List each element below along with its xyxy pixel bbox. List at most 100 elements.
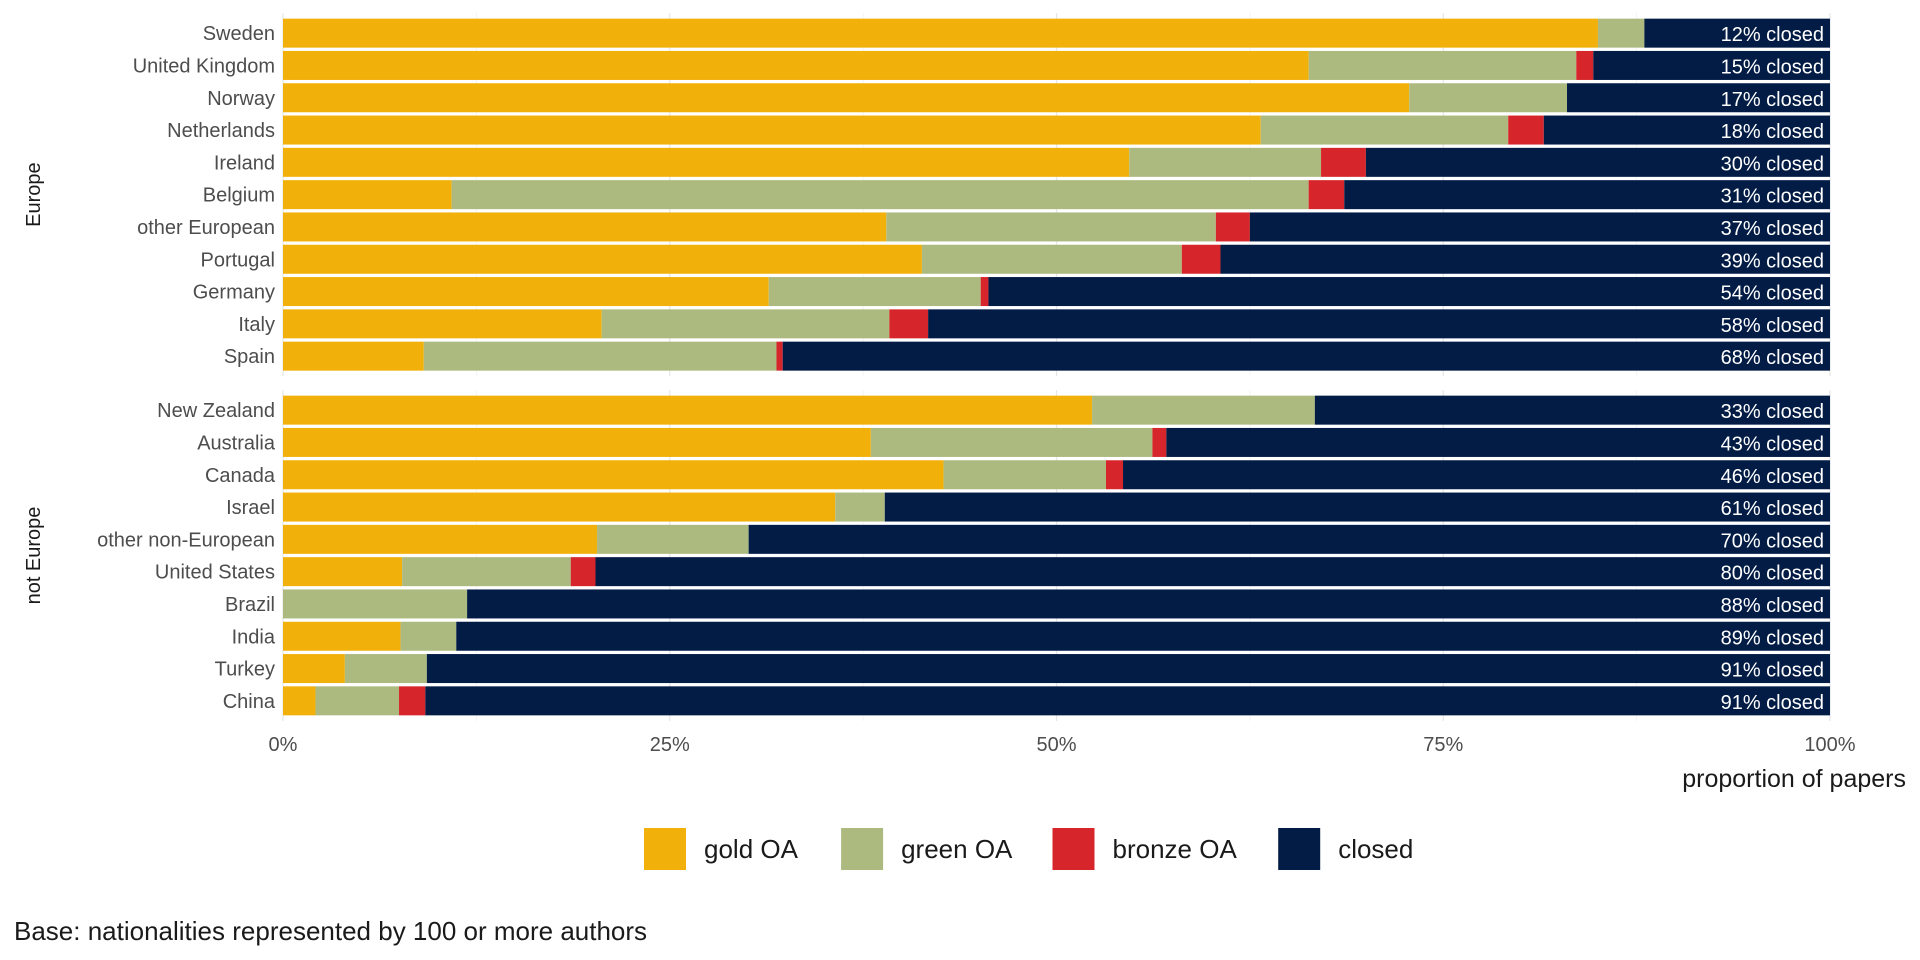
country-label: Norway [207, 88, 275, 110]
closed-data-label: 18% closed [1721, 121, 1824, 143]
bar-segment [776, 341, 783, 371]
bar-segment [283, 309, 602, 339]
bar-segment [1215, 212, 1250, 242]
bar-segment [1308, 50, 1577, 80]
bar-segment [1365, 147, 1830, 177]
country-label: Israel [226, 497, 275, 519]
bar-segment [1593, 50, 1830, 80]
x-tick-label: 75% [1423, 734, 1463, 756]
bar-segment [1576, 50, 1594, 80]
country-label: Canada [205, 465, 276, 487]
bar-segment [283, 621, 401, 651]
bar-segment [426, 654, 1831, 684]
bar-segment [928, 309, 1830, 339]
country-label: Australia [197, 432, 276, 454]
bar-segment [1409, 83, 1568, 113]
x-tick-label: 25% [650, 734, 690, 756]
bar-segment [1106, 460, 1124, 490]
country-label: Belgium [203, 185, 275, 207]
bar-segment [1129, 147, 1322, 177]
bar-segment [283, 460, 944, 490]
bar-segment [1567, 83, 1830, 113]
bar-segment [1220, 244, 1830, 274]
country-label: United States [155, 562, 275, 584]
country-label: India [232, 626, 276, 648]
bar-segment [283, 147, 1130, 177]
country-label: Sweden [203, 23, 275, 45]
country-label: Spain [224, 346, 275, 368]
bar-segment [782, 341, 1830, 371]
x-axis-title: proportion of papers [1682, 765, 1906, 793]
bar-segment [400, 621, 457, 651]
bar-segment [980, 277, 989, 307]
closed-data-label: 12% closed [1721, 24, 1824, 46]
bar-segment [283, 212, 887, 242]
closed-data-label: 88% closed [1721, 595, 1824, 617]
country-label: Turkey [215, 659, 275, 681]
closed-data-label: 68% closed [1721, 347, 1824, 369]
bar-segment [283, 115, 1261, 145]
country-label: Ireland [214, 152, 275, 174]
closed-data-label: 37% closed [1721, 218, 1824, 240]
legend-swatch [1052, 828, 1095, 870]
bar-segment [1321, 147, 1366, 177]
bar-segment [1152, 427, 1167, 457]
closed-data-label: 31% closed [1721, 186, 1824, 208]
x-tick-label: 100% [1804, 734, 1855, 756]
bar-segment [283, 341, 424, 371]
bar-segment [402, 557, 571, 587]
bar-segment [425, 686, 1831, 716]
closed-data-label: 33% closed [1721, 401, 1824, 423]
bar-segment [595, 557, 1830, 587]
bar-segment [1260, 115, 1509, 145]
legend-label: green OA [901, 834, 1013, 864]
bar-segment [748, 524, 1830, 554]
bar-segment [943, 460, 1107, 490]
bar-segment [283, 427, 871, 457]
bar-segment [283, 83, 1410, 113]
closed-data-label: 46% closed [1721, 466, 1824, 488]
bar-segment [283, 50, 1309, 80]
legend: gold OA green OA bronze OA closed [644, 828, 1413, 870]
bar-segment [283, 589, 468, 619]
x-tick-label: 0% [269, 734, 298, 756]
facet-label: not Europe [23, 507, 45, 605]
bar-segment [601, 309, 890, 339]
bar-segment [988, 277, 1830, 307]
bar-segment [283, 686, 316, 716]
closed-data-label: 15% closed [1721, 56, 1824, 78]
closed-data-label: 39% closed [1721, 250, 1824, 272]
bar-segment [1123, 460, 1830, 490]
closed-data-label: 80% closed [1721, 563, 1824, 585]
bar-segment [768, 277, 981, 307]
bar-segment [283, 180, 452, 210]
country-label: other European [137, 217, 275, 239]
country-label: Portugal [201, 249, 276, 271]
bar-segment [1597, 18, 1645, 48]
country-label: Netherlands [167, 120, 275, 142]
bar-segment [399, 686, 426, 716]
bar-segment [283, 395, 1093, 425]
closed-data-label: 17% closed [1721, 89, 1824, 111]
closed-data-label: 58% closed [1721, 315, 1824, 337]
country-label: other non-European [97, 529, 275, 551]
bar-segment [884, 492, 1830, 522]
closed-data-label: 91% closed [1721, 692, 1824, 714]
bar-segment [870, 427, 1153, 457]
bar-segment [456, 621, 1830, 651]
legend-label: bronze OA [1113, 834, 1238, 864]
bar-segment [570, 557, 596, 587]
country-label: Germany [193, 282, 275, 304]
country-label: New Zealand [157, 400, 275, 422]
closed-data-label: 30% closed [1721, 153, 1824, 175]
closed-data-label: 54% closed [1721, 283, 1824, 305]
country-label: Brazil [225, 594, 275, 616]
closed-data-label: 70% closed [1721, 530, 1824, 552]
bar-segment [283, 557, 403, 587]
bar-segment [921, 244, 1182, 274]
bar-segment [283, 492, 836, 522]
bar-segment [835, 492, 885, 522]
bar-segment [467, 589, 1830, 619]
bar-segment [597, 524, 749, 554]
bar-segment [283, 524, 598, 554]
